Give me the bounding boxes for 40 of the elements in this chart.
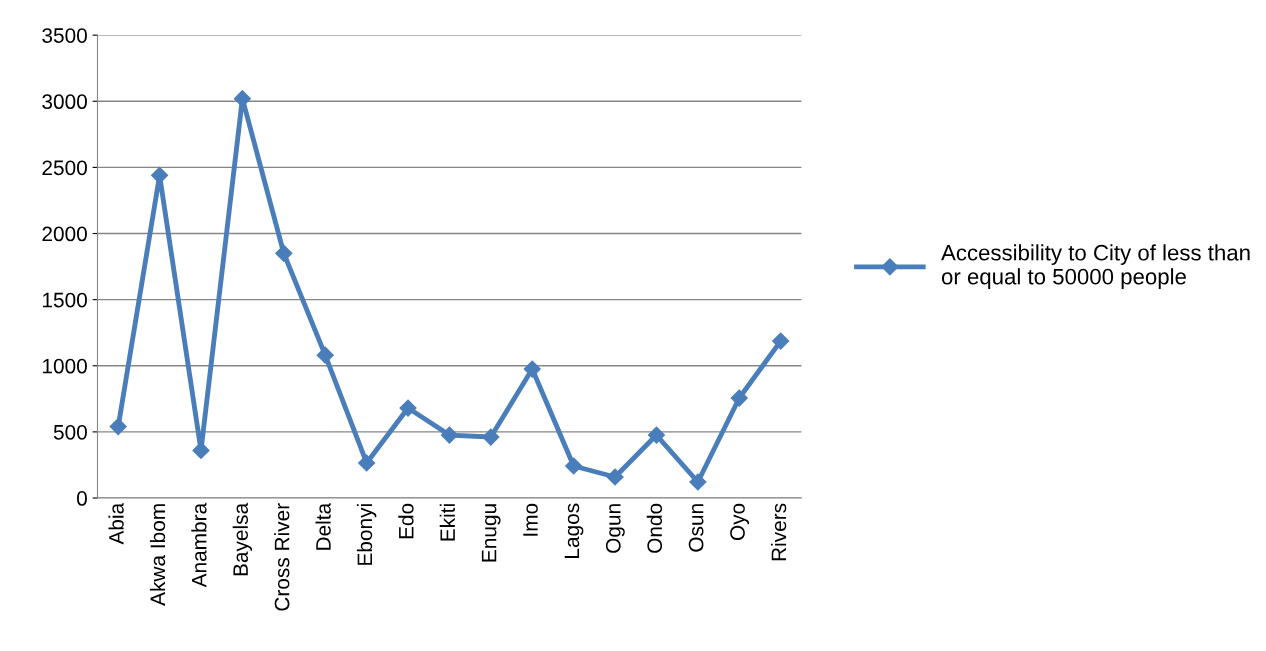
point [689, 473, 707, 491]
point [606, 468, 624, 486]
point [275, 244, 293, 262]
y-tick-label: 500 [53, 424, 87, 440]
point [482, 428, 500, 446]
point [109, 418, 127, 436]
point [647, 426, 666, 444]
x-tick-label: Akwa Ibom [149, 504, 166, 606]
legend-label: Accessibility to City of less than or equal to 50000 people [941, 244, 1250, 289]
x-tick-label: Anambra [191, 502, 207, 588]
point [565, 457, 583, 475]
point [316, 346, 334, 364]
point [523, 360, 541, 378]
y-tick-label: 1500 [43, 292, 87, 308]
x-tick-label: Lagos [564, 503, 584, 558]
x-tick-label: Enugu [481, 504, 501, 562]
point [772, 332, 790, 350]
x-tick-label: Rivers [770, 503, 787, 561]
y-tick-label: 3500 [42, 28, 87, 43]
point [358, 454, 376, 472]
point [730, 389, 748, 407]
x-tick-label: Ondo [646, 503, 663, 553]
y-tick-label: 3000 [42, 94, 87, 110]
point [440, 426, 458, 444]
y-tick-label: 2000 [42, 226, 87, 242]
x-tick-label: Imo [523, 503, 538, 536]
x-tick-label: Ekiti [439, 504, 455, 541]
x-tick-label: Ogun [605, 504, 625, 553]
x-tick-label: Abia [108, 502, 124, 545]
x-tick-label: Cross River [274, 503, 290, 611]
x-tick-label: Osun [688, 504, 704, 552]
x-tick-label: Bayelsa [232, 502, 253, 576]
x-tick-label: Edo [398, 503, 414, 539]
y-tick-label: 2500 [42, 160, 87, 176]
point [399, 399, 417, 417]
y-tick-label: 1000 [43, 358, 87, 374]
x-tick-label: Ebonyi [356, 504, 377, 565]
y-tick-label: 0 [76, 491, 87, 506]
x-tick-label: Oyo [730, 503, 749, 541]
x-tick-label: Delta [315, 502, 331, 550]
